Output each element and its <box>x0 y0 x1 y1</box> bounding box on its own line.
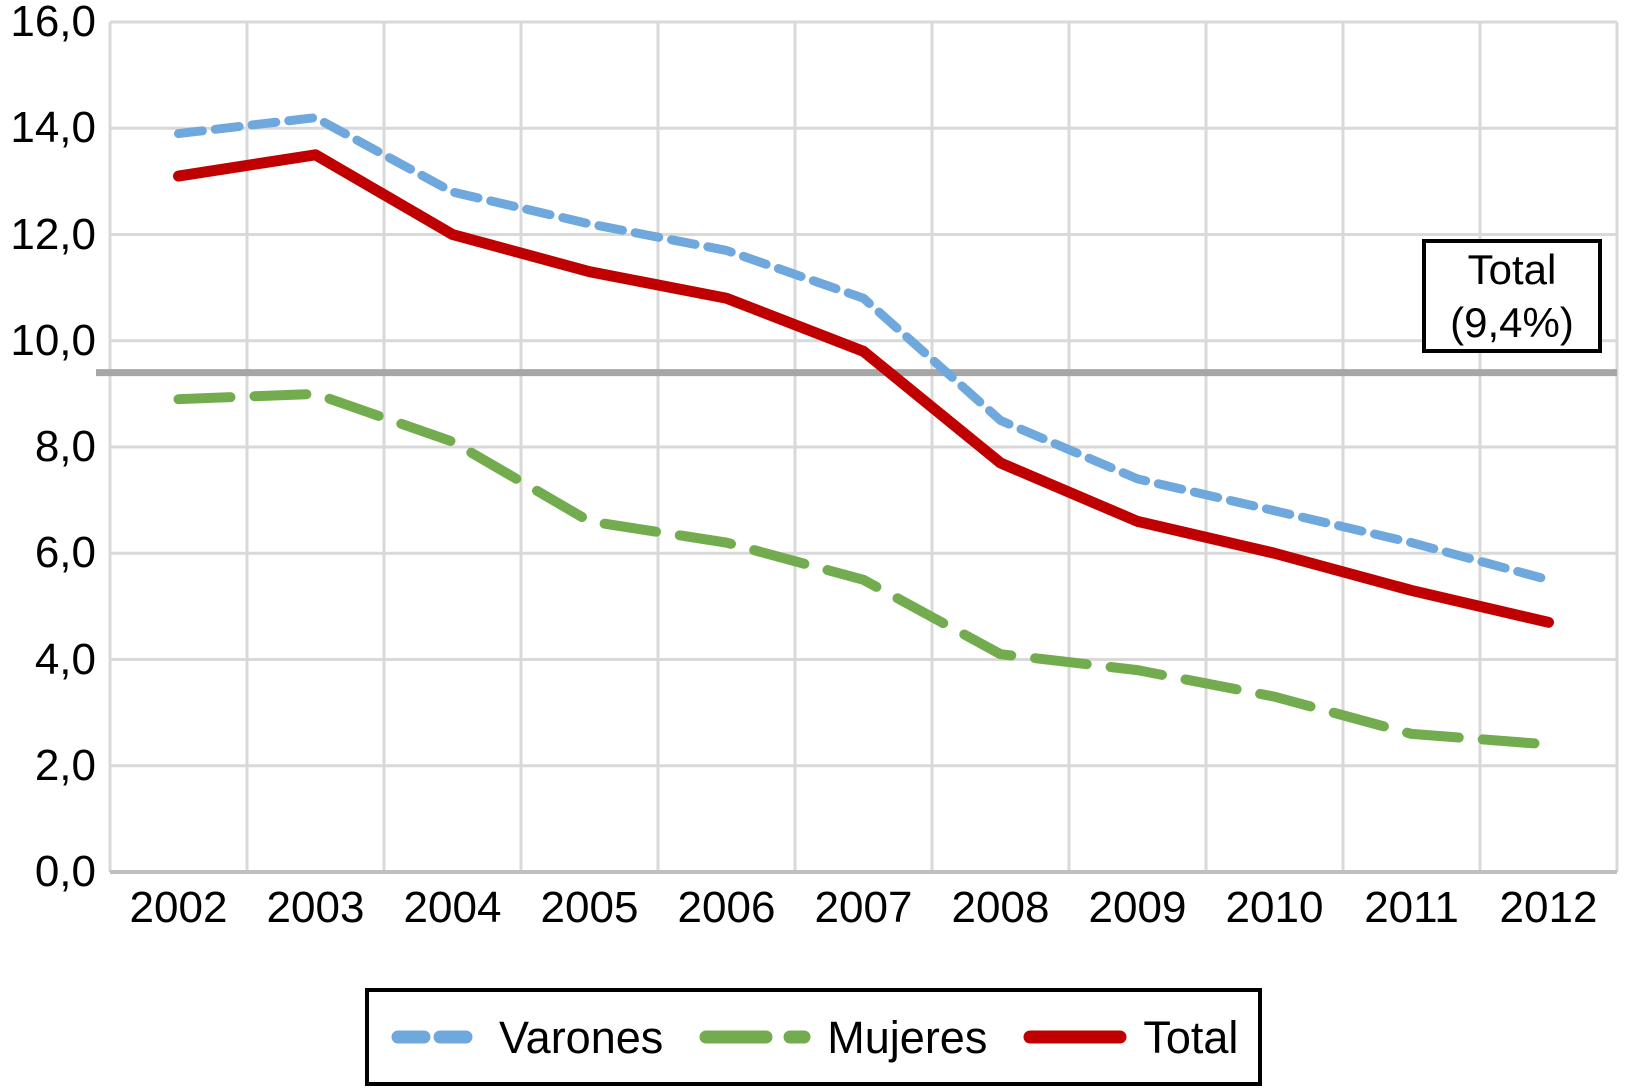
x-axis-tick-label: 2003 <box>266 883 365 932</box>
legend-item-varones: Varones <box>391 1015 663 1060</box>
reference-line-annotation: Total (9,4%) <box>1422 239 1602 353</box>
y-axis-tick-label: 6,0 <box>34 528 96 578</box>
legend-item-mujeres: Mujeres <box>699 1015 987 1060</box>
x-axis-tick-label: 2005 <box>540 883 639 932</box>
x-axis-tick-label: 2007 <box>814 883 913 932</box>
legend-label: Mujeres <box>827 1011 988 1063</box>
total-solid-line-swatch-icon <box>1023 1030 1127 1044</box>
legend-label: Varones <box>499 1011 664 1063</box>
y-axis-tick-label: 4,0 <box>34 634 96 684</box>
y-axis-tick-label: 16,0 <box>10 0 96 46</box>
y-axis-tick-label: 12,0 <box>10 209 96 259</box>
x-axis-tick-label: 2009 <box>1088 883 1187 932</box>
annotation-line2: (9,4%) <box>1450 299 1574 346</box>
x-axis-tick-label: 2006 <box>677 883 776 932</box>
x-axis-tick-label: 2011 <box>1364 883 1459 932</box>
y-axis-tick-label: 10,0 <box>10 315 96 365</box>
x-axis-tick-label: 2004 <box>403 883 502 932</box>
mujeres-dashed-line-swatch-icon <box>699 1030 811 1044</box>
legend: Varones Mujeres Total <box>365 988 1262 1086</box>
legend-label: Total <box>1143 1011 1239 1063</box>
x-axis-tick-label: 2008 <box>951 883 1050 932</box>
legend-item-total: Total <box>1023 1015 1238 1060</box>
y-axis-tick-label: 0,0 <box>34 847 96 896</box>
y-axis-tick-label: 8,0 <box>34 422 96 471</box>
varones-dashed-line-swatch-icon <box>391 1030 483 1044</box>
y-axis-tick-label: 14,0 <box>10 103 96 153</box>
y-axis-tick-label: 2,0 <box>34 740 96 790</box>
annotation-line1: Total <box>1467 246 1557 293</box>
x-axis-tick-label: 2012 <box>1499 883 1598 932</box>
x-axis-tick-label: 2010 <box>1225 883 1324 932</box>
x-axis-tick-label: 2002 <box>129 883 228 932</box>
